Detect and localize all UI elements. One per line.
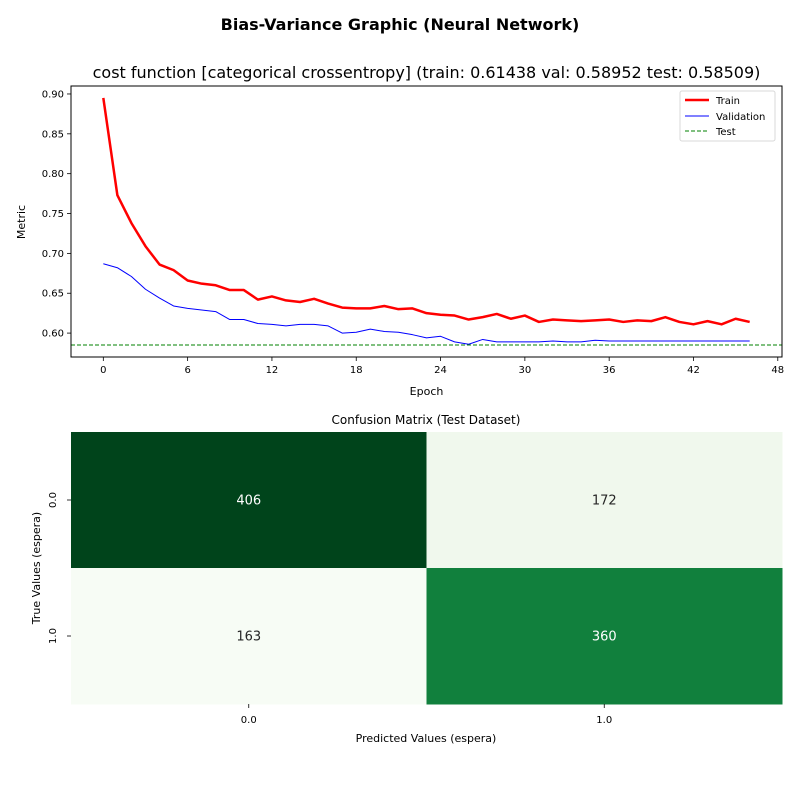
confusion-matrix: Confusion Matrix (Test Dataset) 406 172 16…: [30, 413, 783, 745]
y-tick-label: 0.75: [42, 209, 64, 220]
x-tick-label: 18: [350, 365, 363, 376]
legend-label-test: Test: [715, 127, 736, 138]
x-tick-label: 6: [184, 365, 190, 376]
line-chart-legend: Train Validation Test: [679, 90, 776, 142]
confusion-matrix-cells: 406 172 163 360: [71, 432, 783, 705]
series-line-train: [102, 97, 750, 326]
y-tick-label: 0.0: [48, 492, 59, 508]
line-chart-xlabel: Epoch: [410, 385, 444, 398]
x-tick-label: 42: [687, 365, 700, 376]
y-tick-label: 0.90: [42, 89, 64, 100]
confusion-matrix-xlabel: Predicted Values (espera): [356, 732, 497, 745]
confusion-matrix-title: Confusion Matrix (Test Dataset): [332, 413, 521, 427]
x-tick-label: 0: [100, 365, 106, 376]
y-tick-label: 0.85: [42, 129, 64, 140]
x-tick-label: 1.0: [596, 715, 612, 726]
x-tick-label: 12: [266, 365, 279, 376]
line-chart: cost function [categorical crossentropy]…: [15, 63, 784, 398]
x-tick-label: 36: [603, 365, 616, 376]
x-tick-label: 30: [518, 365, 531, 376]
series-line-validation: [103, 263, 750, 345]
line-chart-ylabel: Metric: [15, 205, 28, 239]
y-tick-label: 0.70: [42, 249, 64, 260]
y-tick-label: 0.80: [42, 169, 64, 180]
line-chart-series: [71, 97, 782, 346]
x-tick-label: 24: [434, 365, 447, 376]
matrix-cell-value: 406: [236, 494, 261, 509]
line-chart-y-axis: 0.60 0.65 0.70 0.75 0.80 0.85 0.90: [42, 89, 71, 340]
matrix-cell-value: 360: [592, 630, 617, 645]
confusion-matrix-axes: 0.0 1.0 0.0 1.0: [48, 492, 612, 726]
x-tick-label: 0.0: [241, 715, 257, 726]
figure-suptitle: Bias-Variance Graphic (Neural Network): [221, 15, 580, 34]
line-chart-x-axis: 0 6 12 18 24 30 36 42 48: [100, 357, 784, 376]
matrix-cell-0-0: [71, 432, 427, 569]
y-tick-label: 1.0: [48, 628, 59, 644]
matrix-cell-1-0: [71, 568, 427, 705]
matrix-cell-value: 163: [236, 630, 261, 645]
legend-box: [679, 90, 776, 142]
line-chart-frame: [70, 85, 783, 358]
legend-label-validation: Validation: [716, 112, 765, 123]
matrix-cell-0-1: [426, 432, 783, 569]
line-chart-plot-area: [71, 86, 782, 357]
line-chart-title: cost function [categorical crossentropy]…: [93, 63, 761, 82]
legend-label-train: Train: [715, 96, 740, 107]
confusion-matrix-ylabel: True Values (espera): [30, 512, 43, 625]
matrix-cell-1-1: [426, 568, 783, 705]
y-tick-label: 0.65: [42, 289, 64, 300]
y-tick-label: 0.60: [42, 329, 64, 340]
x-tick-label: 48: [771, 365, 784, 376]
matrix-cell-value: 172: [592, 494, 617, 509]
